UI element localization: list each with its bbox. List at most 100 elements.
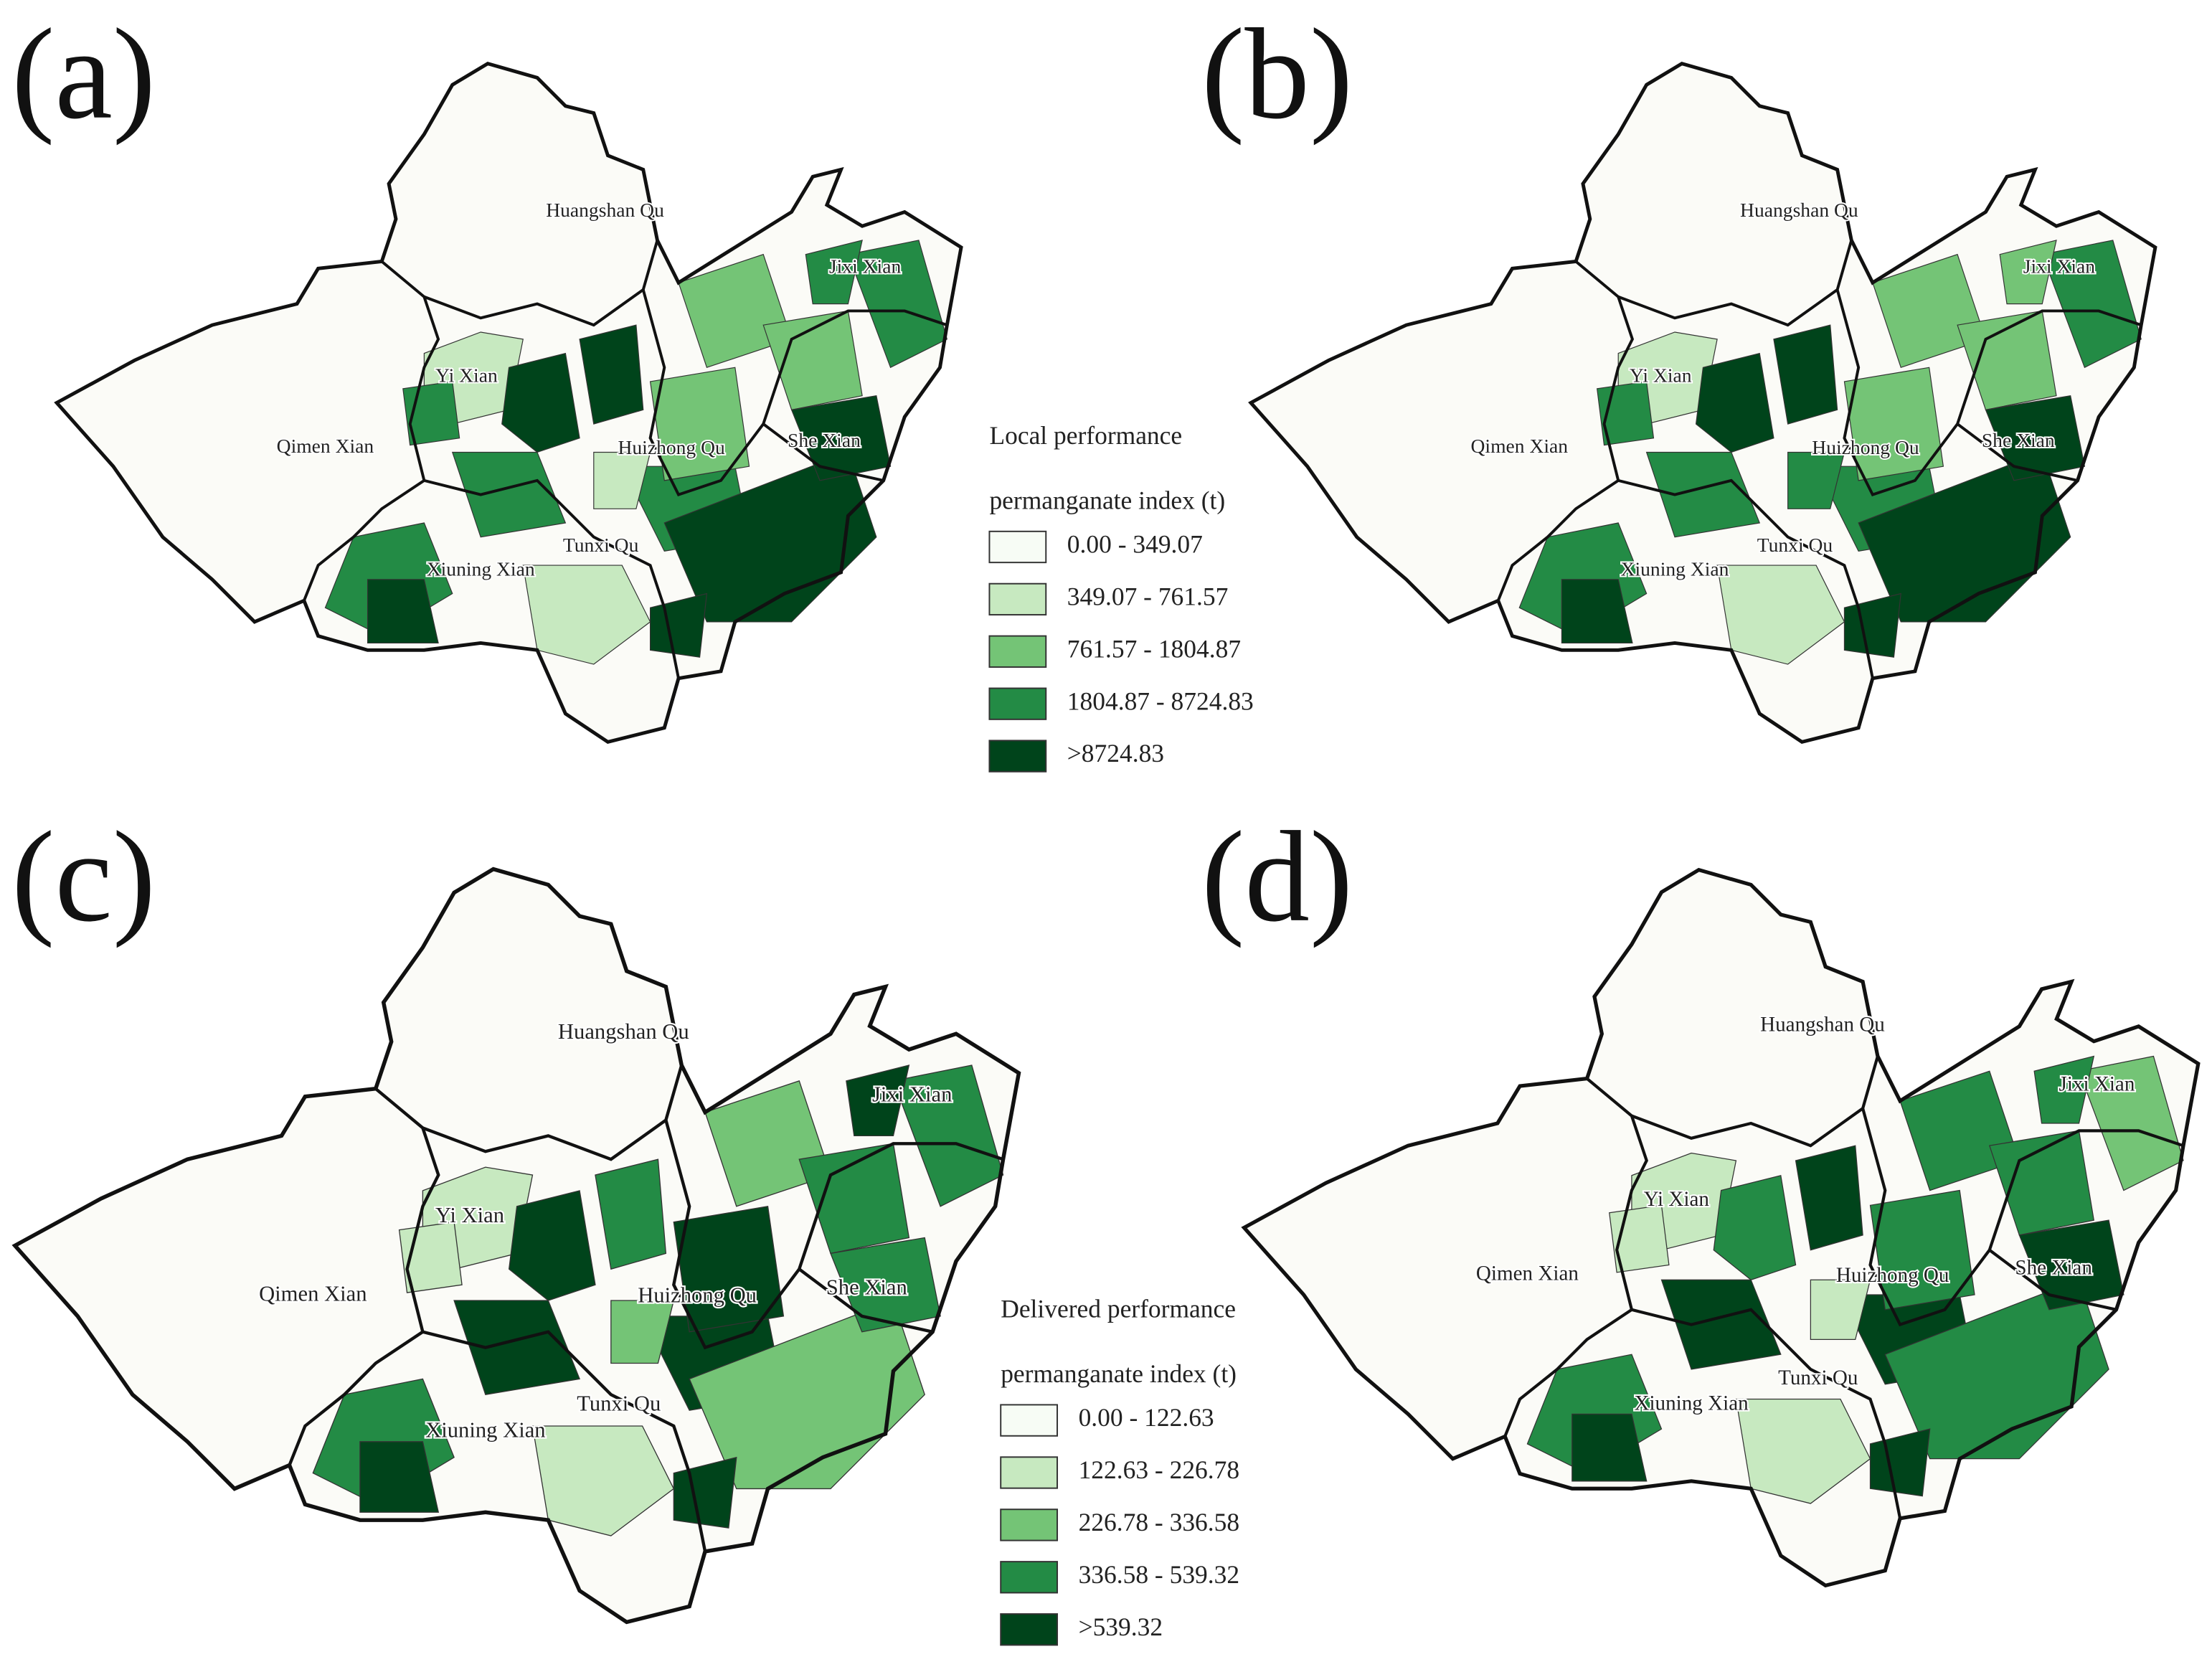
subregion [451,451,567,538]
subregion [892,1064,1004,1207]
county-border [798,1267,933,1333]
county-border [762,422,884,482]
subregion [1985,395,2086,481]
subregion [1843,367,1944,481]
subregion [846,1064,910,1137]
legend-swatch [988,530,1047,564]
legend-swatch [1000,1404,1059,1437]
subregion [453,1300,580,1395]
subregion [1561,579,1633,644]
legend-swatch [988,635,1047,668]
legend-title: Delivered performance [1001,1295,1236,1323]
place-label: She Xian [788,429,861,451]
county-border [664,1119,1004,1350]
subregion [1571,1413,1648,1482]
legend-swatch [1000,1508,1059,1541]
subregion [1810,1279,1871,1341]
outline [1248,61,2157,745]
place-label: Tunxi Qu [1757,534,1833,556]
map-panel: Huangshan Qu Jixi Xian Yi Xian Qimen Xian Hu… [1241,867,2201,1588]
place-label: She Xian [2015,1256,2092,1279]
map-panel: Huangshan Qu Jixi Xian Yi Xian Qimen Xian Hu… [1248,61,2157,745]
subregion [1713,1174,1797,1280]
place-label: Qimen Xian [1476,1262,1579,1285]
subregion [2041,240,2142,369]
place-label: Qimen Xian [1471,435,1569,457]
subregion [508,1190,596,1301]
county-border [422,1330,707,1552]
subregion [1869,1189,1975,1311]
county-border [1617,478,1874,679]
subregion [1999,240,2057,305]
subregion [610,1300,675,1364]
place-label: She Xian [1982,429,2055,451]
subregion [2033,1055,2095,1124]
legend-swatch [988,687,1047,720]
place-label: Huizhong Qu [638,1283,757,1308]
subregion [1716,565,1845,665]
county-border [423,240,659,327]
county-border [1956,422,2078,482]
place-label: Tunxi Qu [563,534,639,556]
place-label: Yi Xian [1644,1188,1710,1211]
legend-subtitle: permanganate index (t) [989,486,1225,515]
county-border [422,1064,684,1161]
subregion [790,395,892,481]
place-label: Jixi Xian [829,255,902,278]
place-label: Xiuning Xian [427,557,535,580]
place-label: Yi Xian [435,364,498,386]
place-label: Huangshan Qu [1760,1014,1885,1037]
subregion [1787,451,1845,509]
subregion [1645,451,1761,538]
panel-letter: (c) [11,805,156,949]
subregion [2018,1219,2124,1311]
subregion [579,324,644,425]
place-label: Huizhong Qu [618,436,725,458]
legend-label: >539.32 [1079,1613,1163,1641]
place-label: Xiuning Xian [425,1418,546,1443]
subregion [847,240,948,369]
subregion [367,579,439,644]
legend-label: 226.78 - 336.58 [1079,1508,1240,1536]
subregion [2078,1055,2184,1191]
place-label: Qimen Xian [277,435,374,457]
county-border [641,289,947,496]
place-label: Jixi Xian [2059,1073,2135,1096]
map-panel: Huangshan Qu Jixi Xian Yi Xian Qimen Xian Hu… [11,867,1021,1625]
subregion [762,310,863,411]
subregion [1735,1398,1871,1504]
subregion [1660,1279,1782,1370]
subregion [522,565,651,665]
county-border [288,1087,440,1466]
place-label: Huizhong Qu [1836,1264,1949,1287]
county-border [1503,1077,1648,1437]
subregion [1988,1130,2095,1236]
legend-swatch [988,582,1047,616]
subregion [649,367,750,481]
panel-letter: (d) [1201,805,1353,949]
place-label: She Xian [826,1275,907,1300]
place-label: Huangshan Qu [558,1019,689,1044]
outline [54,61,963,745]
panel-letter: (b) [1201,2,1353,146]
place-label: Jixi Xian [2023,255,2096,278]
legend-label: 1804.87 - 8724.83 [1067,686,1254,715]
place-label: Tunxi Qu [577,1392,661,1416]
county-border [1631,1055,1879,1148]
subregion [805,240,863,305]
legend-label: >8724.83 [1067,739,1164,768]
legend-swatch [988,740,1047,773]
subregion [673,1206,785,1333]
place-label: Huangshan Qu [546,199,664,221]
place-label: Xiuning Xian [1621,557,1729,580]
subregion [830,1237,941,1333]
county-border [1835,289,2142,496]
subregion [531,1425,675,1536]
outline [1241,867,2201,1588]
subregion [798,1143,910,1255]
legend-label: 349.07 - 761.57 [1067,582,1229,611]
place-label: Huizhong Qu [1812,436,1919,458]
subregion [1957,310,2057,411]
county-border [303,260,440,602]
subregion [359,1441,440,1513]
